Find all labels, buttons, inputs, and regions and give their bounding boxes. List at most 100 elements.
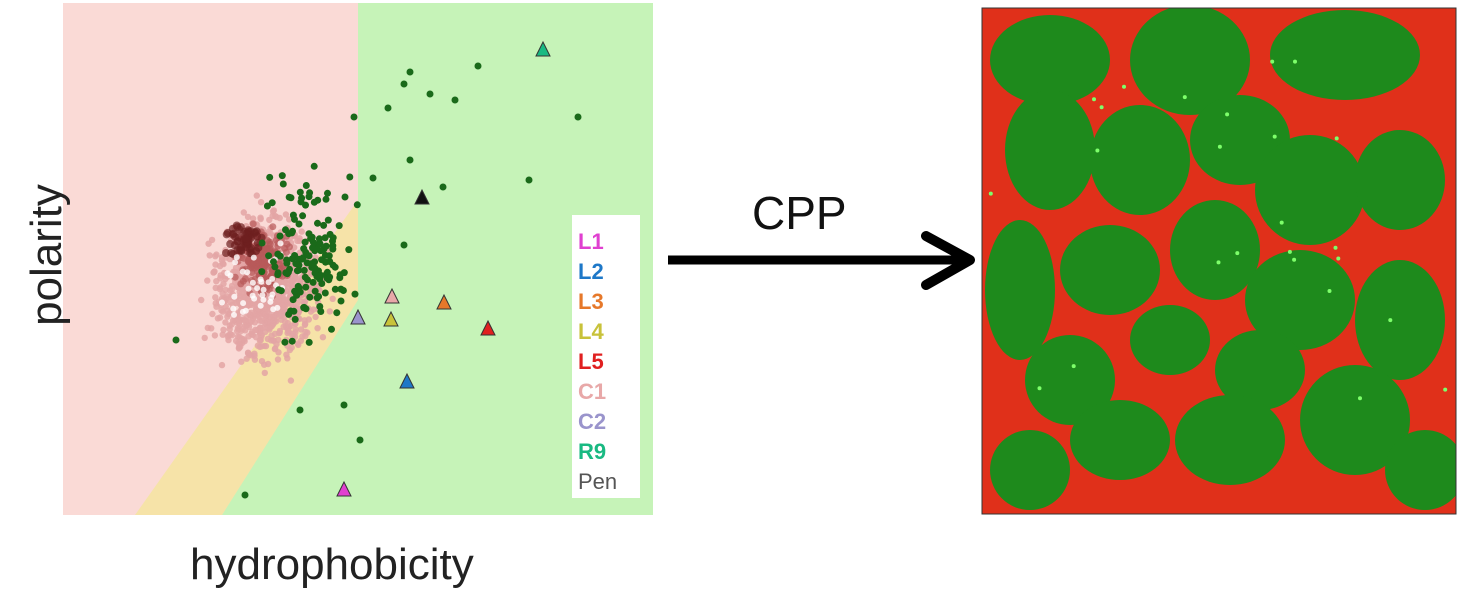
density-point: [238, 358, 245, 365]
green-point: [337, 297, 345, 305]
density-point: [285, 216, 293, 223]
cell: [1245, 250, 1355, 350]
density-point: [241, 275, 249, 283]
green-point: [296, 288, 304, 296]
green-point: [258, 268, 266, 276]
density-point: [260, 296, 267, 303]
density-point: [222, 319, 229, 326]
cell: [990, 15, 1110, 105]
density-point: [241, 295, 249, 302]
density-point: [252, 310, 259, 317]
green-point: [356, 436, 364, 444]
cell: [1130, 8, 1250, 115]
green-point: [315, 293, 323, 300]
density-point: [204, 277, 211, 284]
density-point: [254, 285, 261, 292]
green-point: [275, 286, 283, 294]
green-point: [302, 182, 310, 189]
green-point: [426, 90, 434, 98]
speck: [1235, 251, 1240, 256]
green-point: [300, 303, 308, 311]
green-point: [296, 406, 304, 414]
legend-box: [572, 215, 640, 498]
density-point: [265, 279, 272, 286]
green-point: [276, 232, 284, 240]
density-point: [241, 234, 250, 243]
green-point: [400, 80, 408, 88]
green-point: [282, 269, 290, 277]
cell: [1005, 90, 1095, 210]
green-point: [308, 260, 316, 268]
density-point: [281, 279, 288, 287]
green-point: [439, 183, 447, 191]
density-point: [248, 318, 255, 325]
density-point: [302, 328, 309, 336]
green-point: [326, 273, 334, 281]
density-point: [213, 278, 220, 285]
green-point: [266, 173, 274, 181]
density-point: [231, 293, 238, 300]
green-point: [172, 336, 180, 344]
legend-entry: C1: [578, 379, 606, 404]
speck: [1443, 387, 1448, 392]
density-point: [258, 343, 265, 350]
density-point: [238, 289, 245, 297]
cell: [1025, 335, 1115, 425]
speck: [1327, 289, 1332, 293]
peptide-marker-c1: [384, 287, 400, 304]
density-point: [245, 285, 252, 292]
speck: [1182, 95, 1187, 100]
speck: [1279, 220, 1284, 225]
green-point: [306, 293, 314, 301]
cell: [1130, 305, 1210, 375]
peptide-marker-l4: [383, 310, 399, 327]
green-point: [301, 238, 309, 246]
speck: [1336, 256, 1341, 261]
green-point: [299, 212, 307, 220]
legend-entry: L3: [578, 289, 604, 314]
density-point: [249, 331, 256, 339]
green-point: [317, 271, 325, 279]
density-point: [239, 308, 246, 315]
density-point: [223, 307, 231, 314]
density-point: [250, 254, 257, 261]
cell: [1385, 430, 1456, 510]
density-point: [307, 308, 315, 315]
green-point: [291, 315, 299, 323]
density-point: [294, 340, 301, 347]
green-point: [288, 255, 296, 263]
cell: [985, 220, 1055, 360]
density-point: [239, 268, 246, 275]
density-point: [268, 294, 275, 301]
green-point: [300, 266, 308, 274]
density-point: [264, 237, 272, 245]
peptide-marker-pen: [414, 188, 430, 205]
speck: [1293, 59, 1297, 64]
density-point: [266, 324, 273, 332]
green-points: [172, 48, 582, 499]
peptide-marker-c2: [350, 308, 366, 325]
density-point: [226, 240, 235, 248]
density-point: [244, 269, 251, 276]
speck: [1099, 105, 1104, 110]
density-point: [284, 327, 292, 334]
density-point: [237, 246, 246, 255]
density-point: [240, 300, 247, 307]
density-point: [314, 325, 321, 332]
density-point: [220, 260, 227, 268]
green-point: [274, 250, 282, 258]
green-point: [311, 269, 319, 277]
green-point: [291, 215, 298, 223]
density-point: [249, 215, 257, 222]
speck: [1334, 136, 1339, 141]
green-point: [310, 239, 317, 247]
density-point: [216, 314, 224, 321]
green-point: [291, 287, 299, 295]
green-point: [315, 235, 323, 243]
cell: [1175, 395, 1285, 485]
speck: [1358, 396, 1362, 401]
density-point: [257, 276, 264, 283]
green-point: [309, 244, 316, 252]
density-point: [251, 350, 258, 357]
